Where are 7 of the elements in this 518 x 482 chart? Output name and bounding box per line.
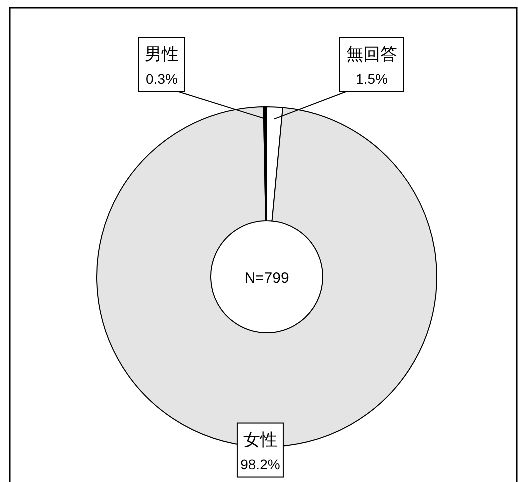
slice-label: 男性 — [145, 45, 179, 64]
slice-label: 無回答 — [346, 45, 398, 64]
data-label: 0.3% — [146, 71, 178, 87]
data-label: 98.2% — [240, 456, 280, 472]
text: N=799 — [244, 270, 290, 287]
data-label: 1.5% — [356, 71, 388, 87]
slice-label: 女性 — [243, 430, 278, 450]
